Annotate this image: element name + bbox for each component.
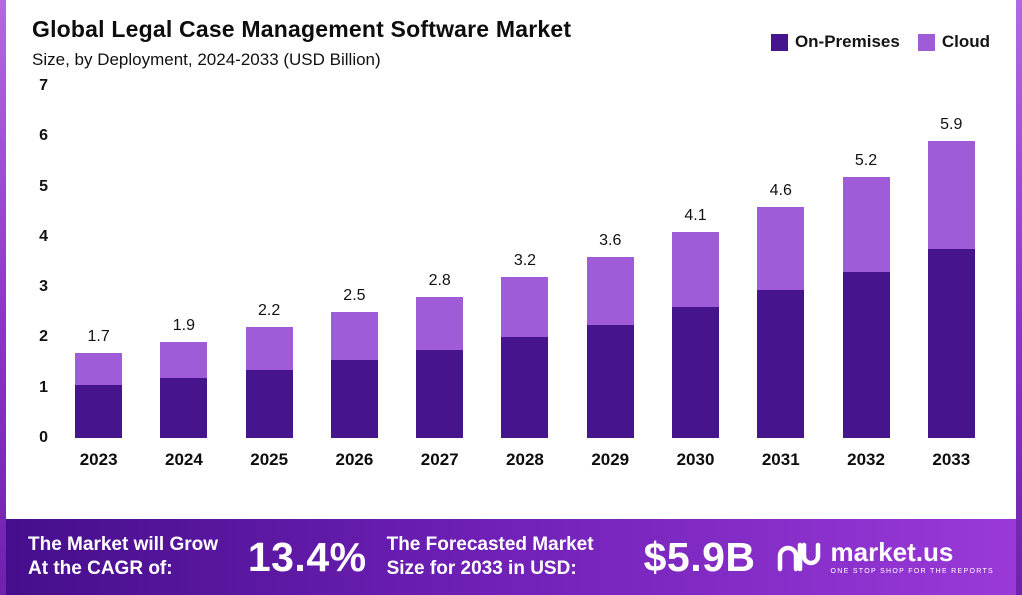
bar-segment-on-premises	[586, 324, 634, 438]
bar-segment-on-premises	[245, 370, 293, 438]
stacked-bar-chart: 0 1 2 3 4 5 6 7 1.7 1.9 2.2 2.5 2.8 3.2 3.6 4.1 4.6 5.2 5…	[22, 77, 994, 470]
bar-group-2025: 2.2	[227, 86, 312, 438]
x-label-2032: 2032	[847, 450, 885, 469]
x-label-2026: 2026	[335, 450, 374, 469]
header: Global Legal Case Management Software Ma…	[6, 0, 1016, 70]
bar-total-label: 5.2	[854, 151, 878, 169]
bar-group-2024: 1.9	[141, 86, 226, 438]
bars-container: 1.7 1.9 2.2 2.5 2.8 3.2 3.6 4.1 4.6 5.2 5.9	[56, 86, 994, 438]
market-us-logo[interactable]: market.us ONE STOP SHOP FOR THE REPORTS	[776, 539, 994, 575]
bar-segment-cloud	[586, 256, 634, 325]
x-label-2023: 2023	[79, 450, 118, 469]
bar-total-label: 2.5	[343, 287, 366, 305]
bar-total-label: 1.9	[172, 317, 196, 335]
bar-total-label: 1.7	[87, 327, 110, 345]
legend-swatch	[917, 33, 935, 51]
y-tick-0: 0	[39, 429, 48, 446]
bar-group-2032: 5.2	[823, 86, 908, 438]
cagr-label: The Market will Grow At the CAGR of:	[28, 534, 219, 579]
x-label-2029: 2029	[591, 450, 630, 469]
bar-total-label: 4.1	[684, 206, 707, 224]
logo-text: market.us ONE STOP SHOP FOR THE REPORTS	[831, 539, 994, 575]
brand-name: market.us	[830, 537, 954, 567]
bar-group-2028: 3.2	[482, 86, 567, 438]
cagr-value: 13.4%	[247, 533, 367, 580]
bar-segment-cloud	[160, 342, 208, 378]
x-axis: 2023 2024 2025 2026 2027 2028 2029 2030 2031 2032…	[56, 450, 994, 470]
y-tick-7: 7	[39, 77, 48, 94]
legend-label: Cloud	[941, 32, 990, 51]
legend-label: On-Premises	[794, 32, 900, 51]
legend: On-Premises Cloud	[770, 32, 990, 52]
bar-segment-on-premises	[501, 337, 549, 438]
bar-group-2031: 4.6	[738, 86, 823, 438]
bar-segment-cloud	[842, 176, 890, 273]
bar-segment-on-premises	[842, 272, 890, 438]
legend-item-on-premises: On-Premises	[770, 32, 900, 52]
y-axis: 0 1 2 3 4 5 6 7	[22, 77, 56, 446]
bar-total-label: 3.6	[599, 231, 622, 249]
bar-segment-cloud	[757, 206, 805, 290]
y-tick-2: 2	[39, 328, 48, 346]
bar-total-label: 2.2	[258, 302, 281, 320]
x-label-2028: 2028	[506, 450, 544, 469]
x-label-2025: 2025	[250, 450, 289, 469]
bar-total-label: 4.6	[769, 181, 792, 199]
bar-group-2029: 3.6	[568, 86, 653, 438]
y-tick-4: 4	[39, 227, 48, 245]
plot-area: 1.7 1.9 2.2 2.5 2.8 3.2 3.6 4.1 4.6 5.2 5.9 2023 20…	[56, 86, 994, 470]
y-tick-1: 1	[39, 378, 48, 396]
bar-segment-cloud	[501, 277, 549, 338]
bar-segment-on-premises	[160, 377, 208, 438]
bar-segment-cloud	[416, 297, 464, 350]
chart-page: Global Legal Case Management Software Ma…	[6, 0, 1016, 595]
page-title: Global Legal Case Management Software Ma…	[32, 16, 572, 42]
x-label-2024: 2024	[164, 450, 203, 469]
forecast-label: The Forecasted Market Size for 2033 in U…	[386, 534, 594, 579]
bar-segment-cloud	[330, 312, 378, 361]
bar-segment-on-premises	[416, 350, 464, 438]
bar-segment-on-premises	[927, 249, 975, 438]
y-tick-6: 6	[39, 127, 48, 145]
bar-total-label: 5.9	[940, 116, 963, 134]
bar-segment-on-premises	[75, 385, 123, 438]
legend-swatch	[770, 33, 788, 51]
x-label-2031: 2031	[761, 450, 800, 469]
bar-segment-cloud	[927, 141, 975, 250]
bar-segment-on-premises	[757, 289, 805, 438]
bar-segment-on-premises	[671, 307, 719, 438]
x-label-2033: 2033	[932, 450, 971, 469]
forecast-value: $5.9B	[643, 533, 756, 580]
bar-group-2023: 1.7	[56, 86, 141, 438]
bar-group-2033: 5.9	[909, 86, 994, 438]
bar-segment-cloud	[671, 231, 719, 308]
bar-total-label: 3.2	[513, 252, 537, 270]
bar-total-label: 2.8	[428, 272, 451, 290]
y-tick-5: 5	[39, 177, 48, 195]
y-tick-3: 3	[39, 278, 48, 296]
bar-segment-cloud	[245, 327, 293, 371]
footer-banner: The Market will Grow At the CAGR of: 13.…	[6, 519, 1016, 595]
bar-group-2026: 2.5	[312, 86, 397, 438]
bar-group-2030: 4.1	[653, 86, 738, 438]
chart-subtitle: Size, by Deployment, 2024-2033 (USD Bill…	[32, 50, 381, 69]
bar-segment-cloud	[75, 352, 123, 386]
legend-item-cloud: Cloud	[917, 32, 990, 52]
market-us-logo-icon	[777, 542, 820, 572]
brand-tagline: ONE STOP SHOP FOR THE REPORTS	[830, 568, 994, 575]
bar-segment-on-premises	[330, 360, 378, 438]
bar-group-2027: 2.8	[397, 86, 482, 438]
x-label-2027: 2027	[420, 450, 459, 469]
x-label-2030: 2030	[676, 450, 715, 469]
